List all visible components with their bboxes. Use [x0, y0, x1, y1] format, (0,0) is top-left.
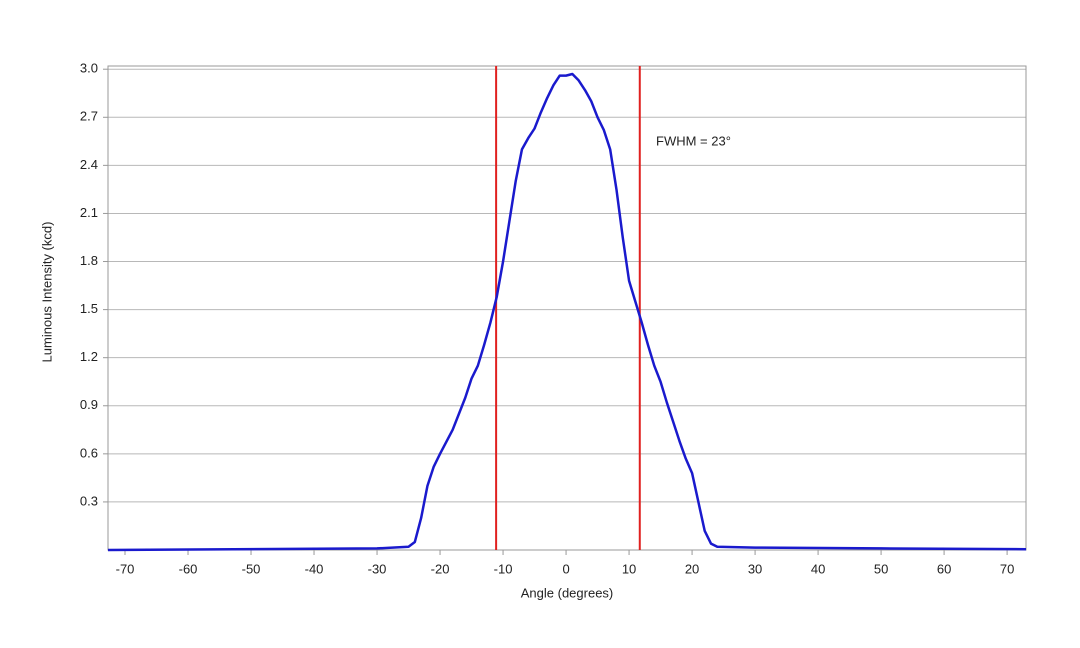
x-tick-label: 30 — [748, 561, 762, 576]
x-tick-label: 0 — [562, 561, 569, 576]
x-tick-label: -30 — [368, 561, 387, 576]
x-tick-label: 10 — [622, 561, 636, 576]
annotation: FWHM = 23° — [656, 133, 731, 148]
y-axis-title: Luminous Intensity (kcd) — [39, 222, 54, 363]
x-tick-label: -20 — [431, 561, 450, 576]
x-tick-label: -10 — [494, 561, 513, 576]
y-tick-label: 1.2 — [80, 349, 98, 364]
x-tick-label: -50 — [242, 561, 261, 576]
x-tick-label: -70 — [116, 561, 135, 576]
x-tick-label: 40 — [811, 561, 825, 576]
x-tick-label: 20 — [685, 561, 699, 576]
y-tick-label: 2.1 — [80, 205, 98, 220]
x-tick-label: 50 — [874, 561, 888, 576]
x-tick-label: 60 — [937, 561, 951, 576]
y-tick-label: 1.8 — [80, 253, 98, 268]
y-tick-label: 0.6 — [80, 445, 98, 460]
x-axis-title: Angle (degrees) — [521, 585, 614, 600]
plot-border — [107, 65, 1027, 551]
y-tick-label: 2.7 — [80, 109, 98, 124]
y-tick-label: 0.3 — [80, 493, 98, 508]
y-tick-label: 0.9 — [80, 397, 98, 412]
y-tick-label: 2.4 — [80, 157, 98, 172]
y-tick-label: 1.5 — [80, 301, 98, 316]
y-tick-label: 3.0 — [80, 61, 98, 76]
x-tick-label: 70 — [1000, 561, 1014, 576]
x-tick-label: -60 — [179, 561, 198, 576]
x-tick-label: -40 — [305, 561, 324, 576]
data-line — [107, 72, 1027, 552]
